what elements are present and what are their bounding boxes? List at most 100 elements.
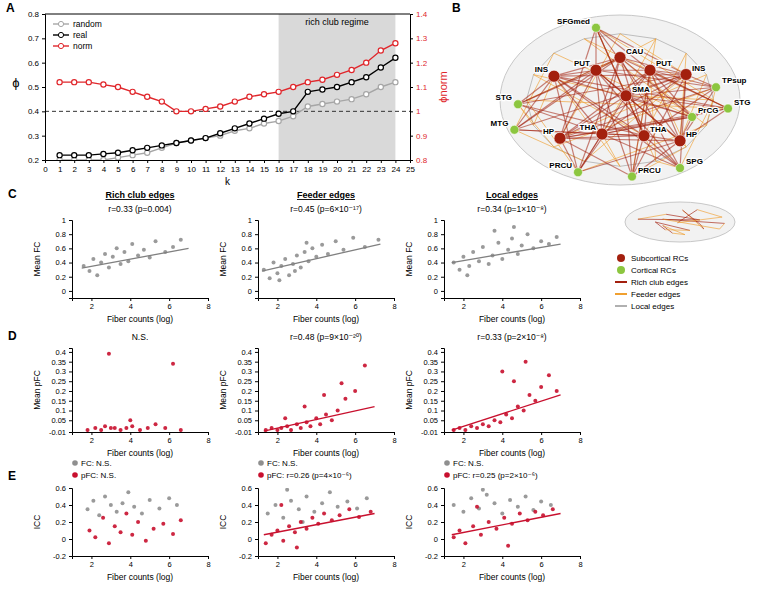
axis-title: Mean pFC	[218, 370, 228, 410]
axis-title: Fiber counts (log)	[293, 314, 359, 324]
tick-label: 4	[315, 560, 319, 569]
point	[232, 126, 237, 131]
point	[549, 503, 553, 507]
annotation: r=0.34 (p=1×10⁻⁸)	[477, 204, 546, 214]
axis-line	[46, 161, 411, 164]
tick-mark	[316, 432, 317, 435]
tick-mark	[264, 160, 265, 163]
legend-marker	[72, 460, 78, 466]
shaded-region	[279, 14, 396, 160]
tick-mark	[355, 556, 356, 559]
axis-line	[255, 489, 259, 557]
point	[291, 84, 296, 89]
point	[330, 418, 334, 422]
legend-line	[615, 305, 627, 307]
point	[159, 99, 164, 104]
tick-mark	[255, 263, 258, 264]
tick-label: 0.9	[416, 132, 428, 141]
node	[712, 83, 721, 92]
tick: 0.35	[237, 358, 258, 367]
tick-mark	[410, 111, 413, 112]
tick-mark	[322, 160, 323, 163]
tick: 2	[90, 556, 94, 569]
tick-mark	[69, 522, 72, 523]
plot-area	[264, 488, 375, 550]
scatter-panel: 246800.20.40.60.81Fiber counts (log)Mean…	[218, 190, 397, 324]
tick-label: 0.2	[242, 273, 252, 282]
tick: 0.4	[56, 501, 72, 510]
axis-line	[255, 221, 259, 299]
tick-label: -0.2	[53, 552, 66, 561]
annotation: r=0.33 (p=0.004)	[108, 204, 171, 214]
legend-label: Feeder edges	[631, 290, 680, 299]
tick: 0.6	[428, 244, 444, 253]
tick-label: 0.6	[242, 244, 252, 253]
tick-label: 4	[501, 302, 505, 311]
point	[524, 495, 528, 499]
tick-mark	[381, 160, 382, 163]
point	[99, 428, 103, 432]
tick-label: 4	[501, 436, 505, 445]
point	[152, 527, 156, 531]
point	[458, 268, 462, 272]
fit-line	[264, 407, 375, 431]
tick-label: -0.01	[421, 428, 438, 437]
axis-title: Mean pFC	[32, 370, 42, 410]
tick: 0	[248, 287, 258, 296]
tick: 4	[129, 432, 133, 445]
axis-title: ICC	[404, 515, 414, 530]
tick-mark	[316, 298, 317, 301]
point	[188, 138, 193, 143]
tick-mark	[441, 391, 444, 392]
tick: -0.01	[49, 428, 72, 437]
tick: 0.4	[428, 348, 444, 357]
point	[477, 259, 481, 263]
annotation: r=0.48 (p=9×10⁻²⁰)	[290, 332, 362, 342]
tick-mark	[69, 220, 72, 221]
tick-mark	[337, 160, 338, 163]
point	[174, 109, 179, 114]
annotation: r=0.33 (p=2×10⁻⁸)	[477, 332, 546, 342]
tick-label: 0.2	[428, 273, 438, 282]
tick: 0.8	[428, 230, 444, 239]
tick-mark	[441, 420, 444, 421]
point	[115, 510, 119, 514]
tick: 0.05	[423, 416, 444, 425]
tick-mark	[441, 556, 444, 557]
tick-mark	[441, 371, 444, 372]
scatter-panel: 246800.20.40.60.81Fiber counts (log)Mean…	[404, 190, 583, 324]
point	[334, 72, 339, 77]
figure: A012345678910111213141516171819202122232…	[0, 0, 764, 594]
tick-label: 1	[416, 107, 421, 116]
point	[154, 239, 158, 243]
tick-label: 0.7	[28, 34, 40, 43]
tick: 0.4	[428, 258, 444, 267]
point	[487, 520, 491, 524]
tick-label: 1	[248, 216, 252, 225]
point	[109, 503, 113, 507]
tick-label: 22	[362, 165, 371, 174]
tick: 4	[129, 556, 133, 569]
tick: 0.4	[56, 258, 72, 267]
tick-label: 14	[245, 165, 254, 174]
node-label: HP	[543, 127, 555, 136]
point	[174, 140, 179, 145]
tick: 4	[315, 432, 319, 445]
tick: 6	[540, 432, 544, 445]
tick-label: 0.4	[28, 107, 40, 116]
tick-mark	[394, 556, 395, 559]
point	[218, 104, 223, 109]
point	[338, 513, 342, 517]
legend-label: Rich club edges	[631, 278, 688, 287]
series-line	[60, 82, 396, 160]
node-label: INS	[535, 65, 549, 74]
point	[144, 539, 148, 543]
point	[109, 426, 113, 430]
legend-label: random	[73, 19, 102, 29]
tick-label: 0.2	[242, 387, 252, 396]
node	[514, 100, 523, 109]
node-label: STG	[496, 93, 512, 102]
tick-label: 0	[43, 165, 48, 174]
tick-mark	[255, 539, 258, 540]
tick-mark	[441, 277, 444, 278]
